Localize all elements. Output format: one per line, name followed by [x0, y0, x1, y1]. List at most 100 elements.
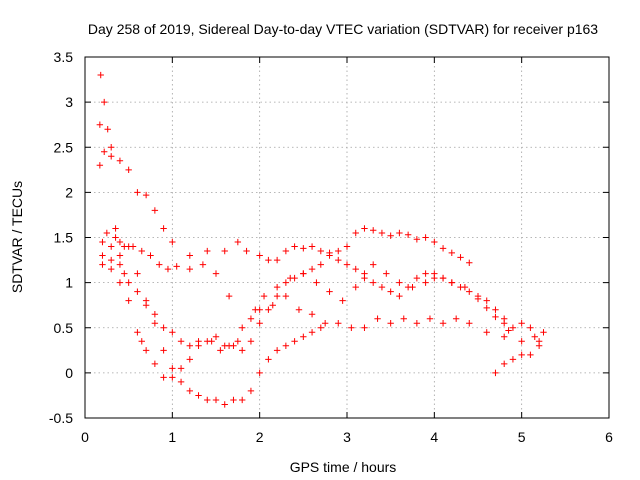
series-trace-a: [96, 121, 473, 266]
data-point: [256, 369, 263, 377]
chart-title: Day 258 of 2019, Sidereal Day-to-day VTE…: [88, 21, 598, 37]
data-point: [422, 279, 429, 286]
data-point: [387, 232, 394, 239]
data-point: [492, 369, 499, 377]
data-point: [160, 374, 167, 381]
data-point: [291, 338, 298, 345]
data-point: [370, 227, 377, 234]
series-trace-g: [492, 342, 543, 377]
data-point: [108, 256, 115, 264]
data-point: [483, 297, 490, 304]
data-point: [501, 333, 508, 340]
data-point: [335, 320, 342, 327]
data-point: [239, 396, 246, 404]
data-point: [256, 306, 263, 313]
x-tick-label: 3: [343, 429, 351, 445]
data-point: [396, 279, 403, 286]
data-point: [505, 327, 512, 334]
data-point: [116, 261, 124, 268]
data-point: [466, 320, 473, 327]
data-point: [492, 306, 499, 313]
x-tick-label: 6: [605, 429, 613, 445]
data-point: [186, 342, 193, 349]
data-point: [151, 311, 159, 318]
data-point: [212, 270, 220, 277]
data-point: [501, 360, 508, 368]
data-point: [234, 338, 242, 345]
data-point: [400, 315, 407, 322]
data-point: [151, 207, 159, 214]
data-point: [474, 292, 482, 300]
data-point: [151, 320, 159, 327]
data-point: [339, 297, 346, 304]
data-point: [160, 347, 167, 354]
y-tick-label: 2: [65, 184, 73, 200]
data-point: [413, 320, 421, 327]
data-point: [108, 243, 115, 250]
data-point: [343, 261, 351, 268]
data-point: [186, 387, 193, 395]
data-point: [212, 333, 220, 340]
y-tick-label: 0.5: [54, 320, 74, 336]
data-point: [326, 252, 333, 259]
data-point: [282, 247, 290, 255]
data-point: [108, 265, 115, 273]
data-point: [138, 338, 145, 345]
data-point: [378, 229, 386, 237]
data-point: [160, 324, 167, 331]
data-point: [492, 313, 499, 321]
data-point: [121, 270, 128, 277]
data-point: [217, 347, 224, 354]
data-point: [103, 229, 111, 237]
data-point: [256, 320, 263, 327]
data-point: [195, 392, 202, 399]
series-trace-d: [99, 238, 324, 408]
data-point: [169, 365, 176, 372]
data-point: [439, 320, 447, 327]
x-tick-label: 1: [168, 429, 176, 445]
data-point: [518, 351, 525, 359]
data-point: [518, 320, 525, 327]
data-point: [531, 333, 538, 340]
x-tick-label: 2: [256, 429, 264, 445]
data-point: [370, 279, 377, 286]
data-point: [247, 387, 255, 395]
data-point: [348, 324, 355, 331]
y-tick-label: 1: [65, 275, 73, 291]
data-point: [300, 270, 307, 277]
series-trace-e: [99, 238, 543, 354]
data-point: [282, 292, 290, 300]
data-point: [326, 288, 333, 295]
x-tick-label: 4: [430, 429, 438, 445]
data-point: [156, 261, 163, 268]
data-point: [282, 279, 290, 286]
data-point: [317, 247, 324, 255]
data-point: [230, 342, 237, 349]
data-point: [300, 333, 307, 340]
data-point: [317, 324, 324, 331]
data-point: [457, 283, 464, 291]
data-point: [204, 396, 211, 404]
data-point: [335, 247, 342, 255]
data-point: [151, 360, 159, 368]
data-point: [501, 315, 508, 322]
data-point: [234, 238, 242, 246]
data-point: [352, 265, 359, 273]
data-point: [540, 329, 547, 336]
data-point: [134, 189, 141, 196]
data-point: [239, 347, 246, 354]
data-point: [452, 315, 460, 322]
data-point: [112, 234, 119, 241]
y-tick-label: 2.5: [54, 139, 74, 155]
y-tick-label: 3: [65, 94, 73, 110]
data-point: [260, 292, 268, 300]
data-point: [247, 315, 255, 322]
data-point: [99, 238, 106, 246]
data-point: [361, 274, 368, 282]
data-point: [396, 292, 403, 300]
data-marks: [96, 71, 547, 408]
data-point: [295, 306, 303, 313]
data-point: [265, 256, 272, 264]
data-point: [426, 315, 434, 322]
data-point: [448, 249, 455, 257]
